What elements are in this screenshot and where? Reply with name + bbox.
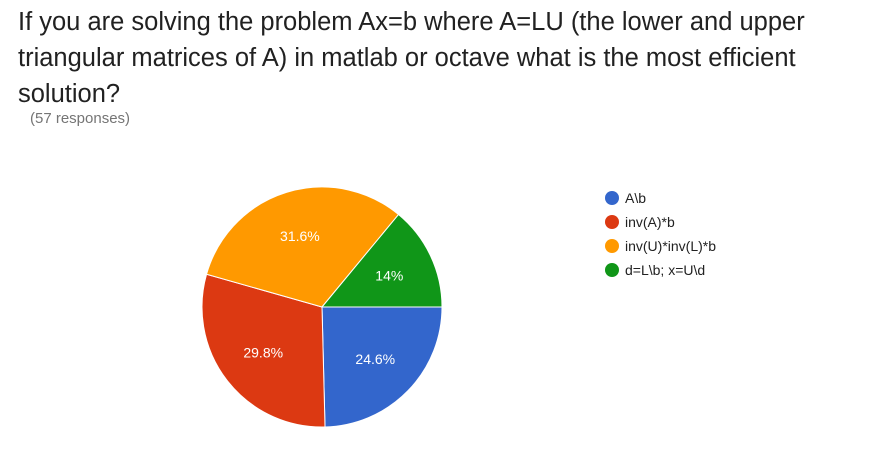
legend-item[interactable]: A\b [605,186,716,210]
slice-value-label: 14% [375,267,403,283]
legend-item[interactable]: inv(A)*b [605,210,716,234]
legend-label: d=L\b; x=U\d [625,262,706,278]
slice-value-label: 29.8% [243,345,283,361]
question-title: If you are solving the problem Ax=b wher… [18,8,805,108]
pie-slice[interactable] [321,306,443,428]
legend-swatch [605,263,619,277]
legend-swatch [605,239,619,253]
legend-label: A\b [625,190,647,206]
legend-item[interactable]: d=L\b; x=U\d [605,258,716,282]
pie-slice[interactable] [320,213,443,308]
slice-value-label: 31.6% [280,228,320,244]
slice-value-label: 24.6% [355,351,395,367]
legend-swatch [605,191,619,205]
pie-slice[interactable] [205,186,400,308]
chart-legend: A\b inv(A)*b inv(U)*inv(L)*b d=L\b; x=U\d [605,186,716,282]
legend-label: inv(A)*b [625,214,675,230]
legend-swatch [605,215,619,229]
legend-item[interactable]: inv(U)*inv(L)*b [605,234,716,258]
pie-slice[interactable] [201,273,326,428]
response-count: (57 responses) [30,110,131,127]
legend-label: inv(U)*inv(L)*b [625,238,717,254]
